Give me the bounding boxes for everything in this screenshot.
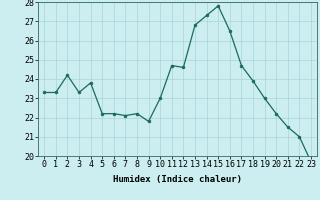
X-axis label: Humidex (Indice chaleur): Humidex (Indice chaleur) (113, 175, 242, 184)
